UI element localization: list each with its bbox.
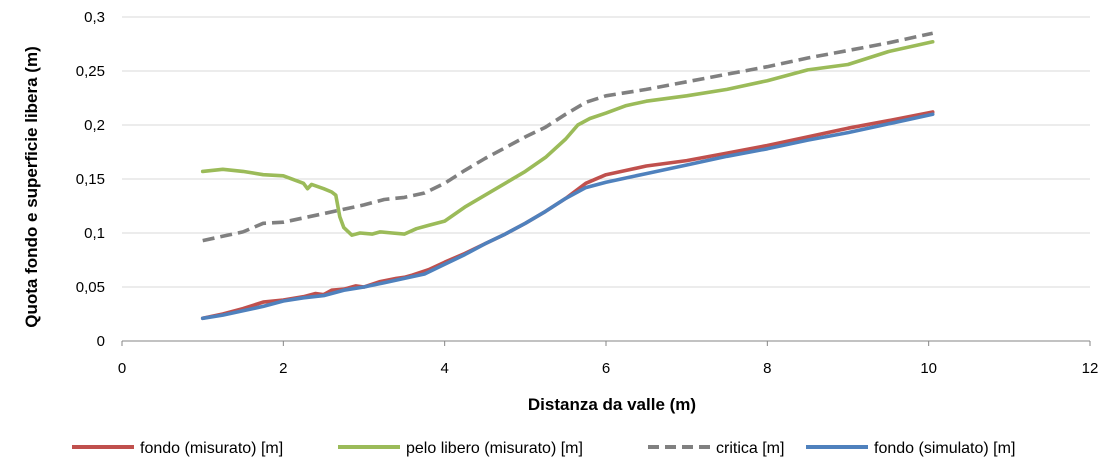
legend: fondo (misurato) [m] pelo libero (misurat… — [72, 440, 1015, 457]
x-axis-title: Distanza da valle (m) — [528, 395, 696, 414]
series-line-pelo-libero-misurato-m — [200, 39, 935, 237]
series-line-fondo-simulato-m — [200, 112, 935, 321]
x-tick-marks — [121, 341, 1091, 346]
y-tick-label: 0,2 — [84, 117, 105, 134]
x-tick-label: 12 — [1082, 360, 1099, 377]
x-tick-label: 10 — [920, 360, 937, 377]
series-line-fondo-misurato-m — [200, 110, 935, 321]
legend-label: fondo (misurato) [m] — [140, 440, 283, 457]
x-tick-label: 4 — [440, 360, 448, 377]
y-tick-label: 0,15 — [76, 171, 105, 188]
legend-label: pelo libero (misurato) [m] — [406, 440, 583, 457]
y-tick-label: 0,3 — [84, 9, 105, 26]
y-tick-label: 0,25 — [76, 63, 105, 80]
series-line-critica-m — [202, 31, 934, 243]
x-tick-label: 6 — [602, 360, 610, 377]
y-tick-label: 0 — [97, 333, 105, 350]
y-tick-label: 0,1 — [84, 225, 105, 242]
y-tick-label: 0,05 — [76, 279, 105, 296]
y-tick-labels: 0 0,05 0,1 0,15 0,2 0,25 0,3 — [76, 9, 105, 350]
legend-label: fondo (simulato) [m] — [874, 440, 1015, 457]
y-axis-title: Quota fondo e superficie libera (m) — [22, 46, 41, 327]
gridlines — [122, 16, 1090, 288]
x-tick-label: 8 — [763, 360, 771, 377]
legend-label: critica [m] — [716, 440, 784, 457]
x-tick-labels: 0 2 4 6 8 10 12 — [118, 360, 1099, 377]
series-lines — [200, 31, 935, 321]
x-tick-label: 0 — [118, 360, 126, 377]
x-tick-label: 2 — [279, 360, 287, 377]
